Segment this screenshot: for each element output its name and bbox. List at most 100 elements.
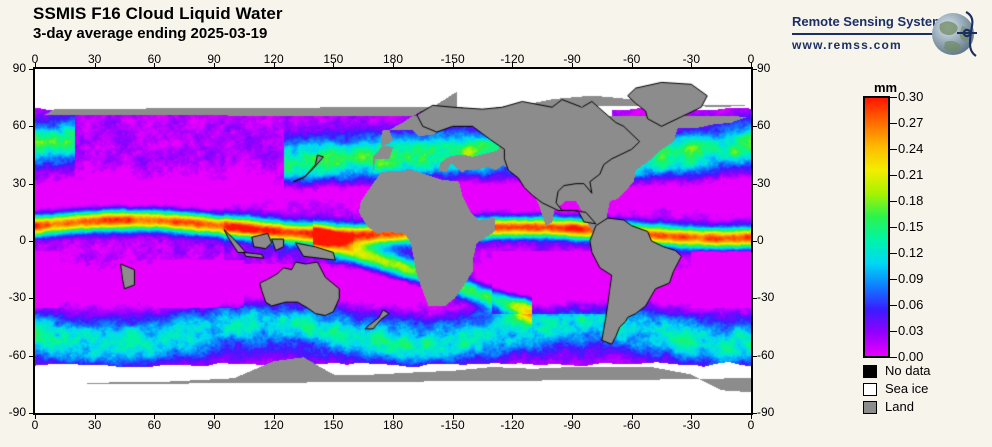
x-axis-tick-label: -120 (500, 418, 525, 432)
x-axis-tick-mark (393, 415, 394, 419)
y-axis-tick-mark (29, 183, 33, 185)
legend-item-label: Land (885, 399, 914, 414)
x-axis-tick-label: -60 (622, 52, 641, 66)
colorbar-tick-label: 0.00 (898, 349, 924, 364)
y-axis-tick-mark (753, 69, 757, 70)
y-axis-tick-label: 0 (19, 233, 26, 247)
colorbar-tick-mark (890, 279, 897, 280)
map-plot-area[interactable] (33, 67, 753, 415)
y-axis-tick-label: -30 (8, 290, 26, 305)
x-axis-tick-label: 60 (147, 418, 161, 432)
y-axis-tick-label: 60 (12, 118, 26, 133)
y-axis-tick-mark (29, 355, 33, 357)
colorbar-tick-mark (890, 305, 897, 306)
y-axis-tick-mark (29, 126, 33, 128)
y-axis-tick-label: 0 (757, 233, 764, 247)
remss-logo[interactable]: Remote Sensing Systems www.remss.com (792, 6, 977, 62)
x-axis-tick-mark (214, 63, 215, 67)
colorbar-tick-label: 0.21 (898, 167, 924, 182)
y-axis-tick-label: -60 (757, 347, 775, 362)
globe-icon (932, 11, 977, 57)
x-axis-tick-label: -30 (682, 52, 700, 66)
y-axis-tick-label: -30 (757, 290, 775, 305)
x-axis-tick-mark (94, 63, 96, 67)
page-subtitle: 3-day average ending 2025-03-19 (33, 25, 268, 42)
x-axis-tick-mark (333, 63, 335, 67)
colorbar-tick-label: 0.03 (898, 323, 924, 338)
x-axis-tick-label: 180 (382, 52, 404, 66)
y-axis-tick-mark (753, 183, 757, 185)
x-axis-tick-label: 30 (87, 418, 102, 432)
colorbar-tick-mark (890, 331, 897, 332)
legend-color-swatch (863, 383, 877, 396)
colorbar-tick-label: 0.27 (898, 115, 924, 130)
x-axis-tick-mark (214, 415, 215, 419)
x-axis-tick-label: 120 (263, 52, 284, 66)
y-axis-tick-label: -90 (757, 405, 775, 419)
y-axis-tick-mark (753, 241, 757, 242)
colorbar-tick-label: 0.06 (898, 297, 924, 312)
colorbar-tick-mark (890, 97, 897, 98)
logo-company-name: Remote Sensing Systems (792, 14, 951, 29)
x-axis-tick-mark (35, 63, 36, 67)
colorbar-tick-mark (890, 149, 897, 150)
x-axis-tick-label: 90 (207, 52, 221, 66)
y-axis-tick-label: -60 (8, 347, 26, 362)
logo-website-url: www.remss.com (792, 38, 902, 52)
y-axis-tick-label: 60 (757, 118, 771, 133)
x-axis-tick-label: 0 (31, 418, 39, 432)
x-axis-tick-mark (94, 415, 96, 419)
logo-divider (792, 33, 940, 35)
x-axis-tick-mark (452, 415, 454, 419)
cloud-liquid-water-raster (35, 69, 751, 413)
colorbar-tick-mark (890, 201, 897, 202)
y-axis-tick-mark (753, 413, 757, 414)
colorbar-tick-mark (890, 175, 897, 176)
colorbar-tick-label: 0.12 (898, 245, 924, 260)
x-axis-tick-label: -90 (563, 418, 581, 432)
x-axis-tick-label: -60 (622, 418, 641, 432)
colorbar-tick-label: 0.09 (898, 271, 924, 286)
colorbar-tick-mark (890, 123, 897, 124)
x-axis-tick-mark (572, 415, 573, 419)
x-axis-tick-mark (393, 63, 394, 67)
x-axis-tick-mark (512, 63, 514, 67)
y-axis-tick-mark (753, 355, 757, 357)
y-axis-tick-mark (29, 413, 33, 414)
y-axis-tick-mark (753, 298, 757, 300)
x-axis-tick-mark (691, 415, 693, 419)
colorbar-tick-label: 0.18 (898, 193, 924, 208)
y-axis-tick-mark (29, 241, 33, 242)
x-axis-tick-mark (512, 415, 514, 419)
colorbar-unit-label: mm (874, 80, 898, 95)
x-axis-tick-label: 0 (31, 52, 39, 66)
x-axis-tick-label: -150 (440, 52, 465, 66)
x-axis-tick-mark (154, 415, 156, 419)
x-axis-tick-label: 150 (323, 52, 344, 66)
x-axis-tick-label: 30 (87, 52, 102, 66)
y-axis-tick-mark (29, 69, 33, 70)
legend-color-swatch (863, 365, 877, 378)
colorbar-tick-label: 0.24 (898, 141, 924, 156)
y-axis-tick-label: 90 (12, 61, 26, 75)
legend-color-swatch (863, 401, 877, 414)
y-axis-tick-label: 30 (757, 175, 771, 190)
x-axis-tick-label: 120 (263, 418, 284, 432)
x-axis-tick-mark (751, 415, 752, 419)
x-axis-tick-label: 180 (382, 418, 404, 432)
colorbar-tick-label: 0.15 (898, 219, 924, 234)
y-axis-tick-label: -90 (8, 405, 26, 419)
x-axis-tick-label: -90 (563, 52, 581, 66)
x-axis-tick-mark (333, 415, 335, 419)
x-axis-tick-label: 0 (747, 418, 755, 432)
y-axis-tick-label: 30 (12, 175, 26, 190)
y-axis-tick-mark (29, 298, 33, 300)
x-axis-tick-mark (691, 63, 693, 67)
x-axis-tick-mark (452, 63, 454, 67)
colorbar-tick-mark (890, 227, 897, 228)
page-title: SSMIS F16 Cloud Liquid Water (33, 4, 283, 23)
x-axis-tick-mark (273, 415, 275, 419)
x-axis-tick-mark (631, 63, 633, 67)
x-axis-tick-label: 0 (747, 52, 755, 66)
